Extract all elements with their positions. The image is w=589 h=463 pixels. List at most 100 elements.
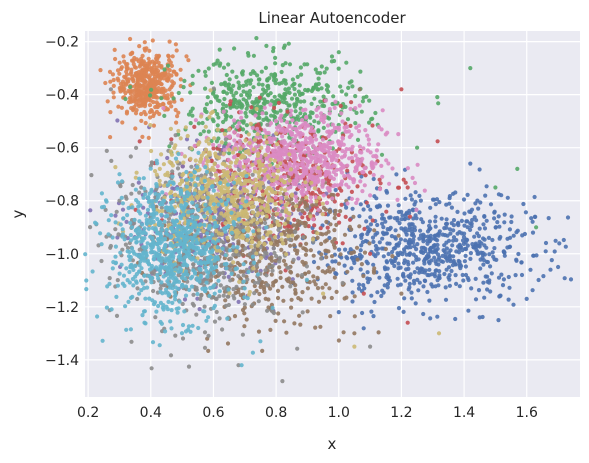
data-point <box>462 246 468 251</box>
data-point <box>147 73 153 78</box>
data-point <box>131 62 136 67</box>
data-point <box>320 184 325 189</box>
data-point <box>343 247 348 252</box>
data-point <box>147 64 152 70</box>
data-point <box>373 110 378 116</box>
data-point <box>223 298 228 303</box>
data-point <box>113 213 118 218</box>
data-point <box>349 251 354 256</box>
data-point <box>459 218 464 223</box>
data-point <box>295 114 300 119</box>
data-point <box>182 255 187 260</box>
data-point <box>362 166 367 171</box>
data-point <box>232 138 237 143</box>
data-point <box>451 228 456 233</box>
data-point <box>266 297 271 302</box>
data-point <box>147 110 153 115</box>
data-point <box>257 159 262 164</box>
data-point <box>358 179 363 184</box>
data-point <box>195 165 200 170</box>
data-point <box>112 47 117 53</box>
data-point <box>263 268 268 273</box>
data-point <box>244 199 249 204</box>
data-point <box>292 149 297 154</box>
data-point <box>347 217 353 222</box>
data-point <box>311 85 316 90</box>
data-point <box>169 152 174 157</box>
data-point <box>166 100 172 105</box>
data-point <box>263 250 268 255</box>
data-point <box>344 92 349 97</box>
data-point <box>396 261 401 266</box>
data-point <box>483 193 488 198</box>
data-point <box>190 73 195 78</box>
data-point <box>352 331 357 336</box>
data-point <box>332 150 337 155</box>
data-point <box>437 200 442 205</box>
data-point <box>283 203 288 208</box>
data-point <box>240 69 245 74</box>
data-point <box>219 262 224 267</box>
data-point <box>393 236 398 241</box>
data-point <box>120 120 125 125</box>
data-point <box>298 146 303 151</box>
data-point <box>244 101 250 106</box>
data-point <box>132 88 137 93</box>
data-point <box>342 125 347 130</box>
data-point <box>443 285 448 290</box>
data-point <box>124 219 129 224</box>
data-point <box>121 81 126 86</box>
data-point <box>203 86 208 91</box>
data-point <box>192 124 197 129</box>
data-point <box>196 261 201 266</box>
data-point <box>304 195 309 200</box>
data-point <box>172 186 177 191</box>
data-point <box>205 184 210 189</box>
data-point <box>383 219 388 224</box>
data-point <box>277 255 282 260</box>
data-point <box>405 166 410 171</box>
data-point <box>468 227 473 232</box>
data-point <box>429 282 434 287</box>
data-point <box>240 153 245 158</box>
data-point <box>421 239 426 244</box>
data-point <box>153 60 158 65</box>
data-point <box>372 299 377 305</box>
data-point <box>217 143 222 148</box>
data-point <box>298 243 303 248</box>
data-point <box>469 286 474 291</box>
data-point <box>384 158 389 163</box>
data-point <box>126 88 131 94</box>
data-point <box>463 264 468 269</box>
data-point <box>496 318 501 323</box>
data-point <box>300 215 305 220</box>
data-point <box>379 163 384 168</box>
data-point <box>400 213 405 218</box>
data-point <box>399 87 404 92</box>
data-point <box>129 225 135 230</box>
data-point <box>329 54 335 59</box>
data-point <box>465 219 470 224</box>
data-point <box>151 71 156 77</box>
data-point <box>218 151 223 156</box>
data-point <box>274 254 279 259</box>
data-point <box>205 231 210 236</box>
data-point <box>344 205 349 210</box>
data-point <box>106 218 111 223</box>
data-point <box>412 180 418 186</box>
data-point <box>363 128 368 133</box>
data-point <box>334 289 339 294</box>
data-point <box>465 225 470 230</box>
data-point <box>395 283 401 288</box>
data-point <box>232 154 237 159</box>
data-point <box>497 236 502 241</box>
data-point <box>298 200 303 205</box>
data-point <box>175 166 181 171</box>
data-point <box>339 188 344 193</box>
data-point <box>372 228 377 233</box>
data-point <box>395 215 400 221</box>
data-point <box>173 143 178 148</box>
data-point <box>219 140 224 145</box>
data-point <box>143 48 148 53</box>
data-point <box>283 188 288 193</box>
